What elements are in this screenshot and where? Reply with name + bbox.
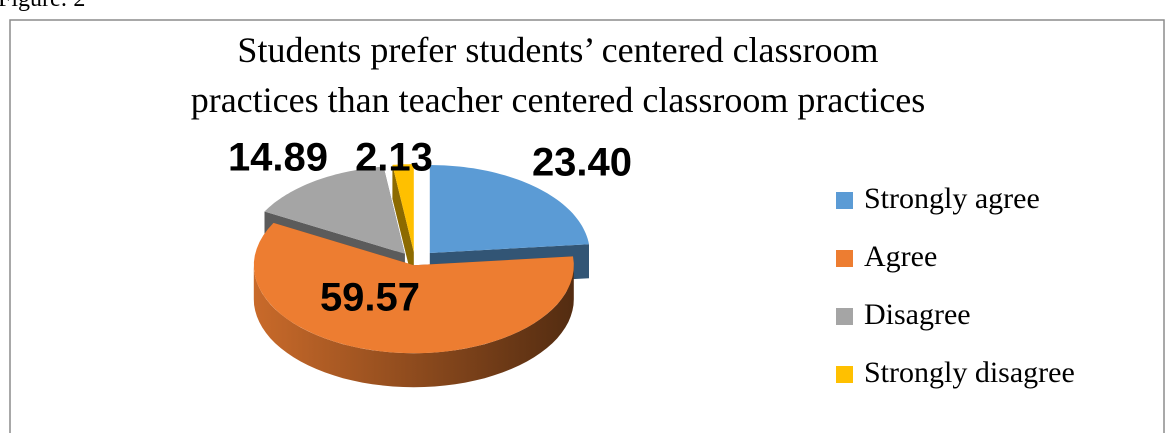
legend-swatch [836, 366, 853, 383]
chart-border [9, 19, 1165, 433]
slice-wall [253, 265, 574, 388]
caption: Figure: 2 [0, 0, 85, 12]
legend-label: Strongly disagree [864, 356, 1075, 389]
slice-top [253, 222, 574, 354]
legend-label: Agree [864, 240, 937, 273]
chart-title: Students prefer students’ centered class… [237, 30, 878, 70]
slice-top [429, 165, 589, 253]
data-label: 23.40 [532, 141, 632, 185]
slice-top [264, 166, 405, 254]
legend-label: Strongly agree [864, 182, 1040, 215]
slice-top [392, 164, 414, 253]
chart-title: practices than teacher centered classroo… [191, 80, 926, 120]
pie-slice [392, 164, 414, 287]
legend-swatch [836, 250, 853, 267]
data-label: 59.57 [320, 276, 420, 320]
pie-slice [253, 222, 574, 388]
legend-swatch [836, 308, 853, 325]
legend-swatch [836, 192, 853, 209]
data-label: 14.89 [228, 136, 328, 180]
data-label: 2.13 [355, 136, 433, 180]
slice-side [392, 164, 414, 287]
legend-label: Disagree [864, 298, 971, 331]
